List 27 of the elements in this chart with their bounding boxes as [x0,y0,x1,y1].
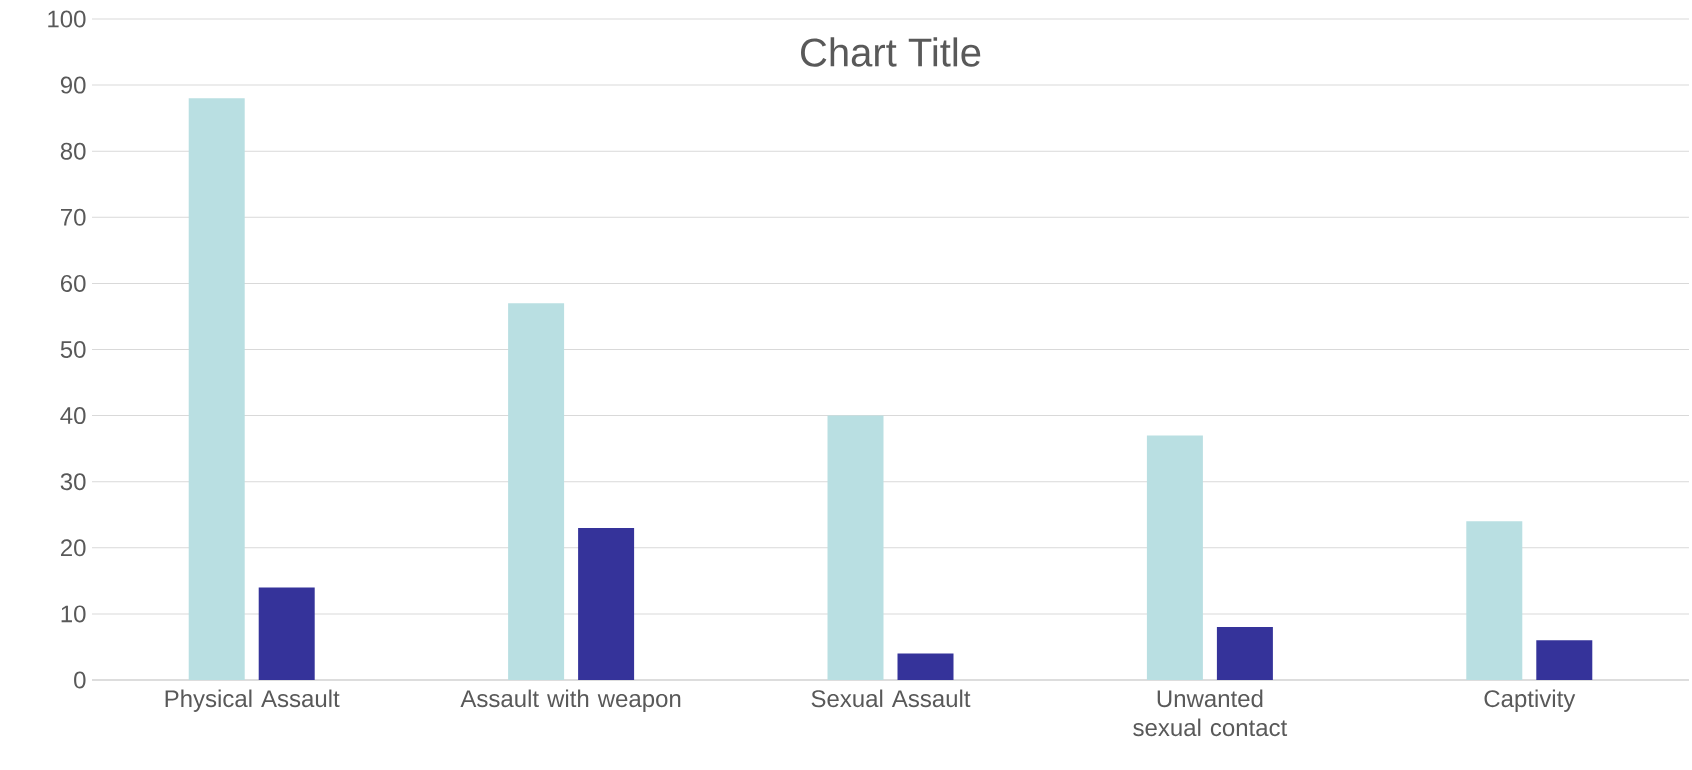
bar [1146,435,1203,680]
y-tick-label: 10 [61,605,86,623]
y-tick-label: 40 [60,407,86,425]
bar [188,98,245,680]
y-tick-label: 80 [60,142,86,160]
bar [1536,640,1593,680]
chart-title: Chart Title [801,37,981,67]
bar [897,653,954,680]
x-tick-label: Assault with weapon [460,689,681,712]
y-tick-label: 20 [60,539,86,557]
y-tick-label: 90 [60,76,86,94]
y-tick-label: 100 [48,10,86,28]
bar [1466,521,1523,680]
x-tick-label: Physical Assault [165,689,340,712]
x-tick-label: Sexual Assault [811,689,971,708]
y-tick-label: 70 [61,208,86,226]
bar [1216,627,1273,680]
bar [827,415,884,680]
x-tick-label: Captivity [1484,689,1576,712]
bar [258,587,315,680]
x-tick-label: Unwanted sexual contact [1133,689,1288,737]
y-tick-label: 30 [60,473,86,491]
y-tick-label: 0 [74,671,86,689]
y-tick-label: 50 [60,341,86,358]
y-tick-label: 60 [61,274,86,292]
bar [578,527,635,680]
bar [508,303,565,680]
